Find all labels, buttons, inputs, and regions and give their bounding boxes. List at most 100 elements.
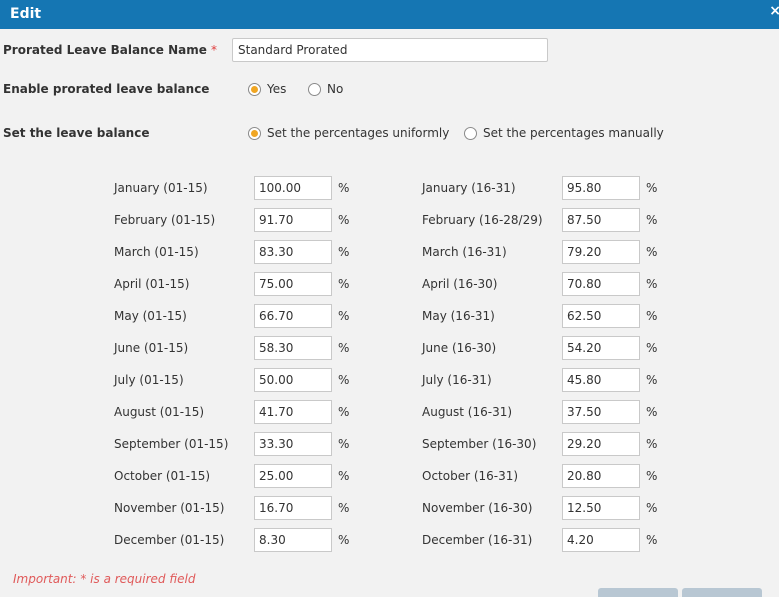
- first-half-percent-input[interactable]: [254, 400, 332, 424]
- percent-sign: %: [646, 277, 658, 291]
- first-half-label: April (01-15): [114, 277, 190, 291]
- percent-sign: %: [646, 437, 658, 451]
- month-row: November (01-15)% November (16-30)%: [0, 496, 779, 520]
- percent-sign: %: [338, 245, 350, 259]
- month-row: July (01-15)% July (16-31)%: [0, 368, 779, 392]
- first-half-percent-input[interactable]: [254, 240, 332, 264]
- first-half-label: July (01-15): [114, 373, 184, 387]
- second-half-percent-input[interactable]: [562, 336, 640, 360]
- first-half-percent-input[interactable]: [254, 304, 332, 328]
- second-half-percent-input[interactable]: [562, 368, 640, 392]
- set-uniform-label: Set the percentages uniformly: [267, 126, 450, 140]
- percent-sign: %: [338, 533, 350, 547]
- first-half-percent-input[interactable]: [254, 464, 332, 488]
- percent-sign: %: [646, 181, 658, 195]
- prorated-name-input[interactable]: [232, 38, 548, 62]
- second-half-percent-input[interactable]: [562, 432, 640, 456]
- percent-sign: %: [338, 277, 350, 291]
- set-uniform-radio[interactable]: Set the percentages uniformly: [248, 126, 449, 140]
- percent-sign: %: [646, 469, 658, 483]
- percent-sign: %: [338, 213, 350, 227]
- first-half-label: January (01-15): [114, 181, 208, 195]
- radio-selected-icon: [248, 126, 261, 140]
- percent-sign: %: [646, 533, 658, 547]
- second-half-label: March (16-31): [422, 245, 507, 259]
- percent-sign: %: [646, 341, 658, 355]
- first-half-percent-input[interactable]: [254, 272, 332, 296]
- required-field-note: Important: * is a required field: [13, 572, 196, 586]
- first-half-percent-input[interactable]: [254, 528, 332, 552]
- second-half-label: July (16-31): [422, 373, 492, 387]
- percent-sign: %: [338, 341, 350, 355]
- first-half-label: December (01-15): [114, 533, 225, 547]
- first-half-percent-input[interactable]: [254, 432, 332, 456]
- month-row: August (01-15)% August (16-31)%: [0, 400, 779, 424]
- enable-no-radio[interactable]: No: [308, 82, 343, 96]
- enable-yes-radio[interactable]: Yes: [248, 82, 286, 96]
- enable-no-label: No: [327, 82, 344, 96]
- second-half-label: April (16-30): [422, 277, 498, 291]
- month-row: April (01-15)% April (16-30)%: [0, 272, 779, 296]
- month-row: January (01-15)% January (16-31)%: [0, 176, 779, 200]
- second-half-percent-input[interactable]: [562, 528, 640, 552]
- save-button[interactable]: [598, 588, 678, 597]
- percent-sign: %: [338, 437, 350, 451]
- second-half-label: May (16-31): [422, 309, 495, 323]
- month-row: September (01-15)% September (16-30)%: [0, 432, 779, 456]
- percent-sign: %: [646, 245, 658, 259]
- second-half-percent-input[interactable]: [562, 272, 640, 296]
- second-half-label: June (16-30): [422, 341, 497, 355]
- dialog-title-bar: Edit ×: [0, 0, 779, 29]
- first-half-label: June (01-15): [114, 341, 189, 355]
- percent-sign: %: [646, 213, 658, 227]
- first-half-label: February (01-15): [114, 213, 216, 227]
- second-half-label: September (16-30): [422, 437, 537, 451]
- set-balance-label: Set the leave balance: [3, 126, 150, 140]
- name-label-text: Prorated Leave Balance Name: [3, 43, 207, 57]
- first-half-label: September (01-15): [114, 437, 229, 451]
- first-half-label: November (01-15): [114, 501, 225, 515]
- second-half-label: August (16-31): [422, 405, 513, 419]
- percent-sign: %: [646, 405, 658, 419]
- radio-unselected-icon: [464, 126, 477, 140]
- percent-sign: %: [338, 501, 350, 515]
- month-row: October (01-15)% October (16-31)%: [0, 464, 779, 488]
- percent-sign: %: [338, 405, 350, 419]
- cancel-button[interactable]: [682, 588, 762, 597]
- enable-label: Enable prorated leave balance: [3, 82, 210, 96]
- second-half-percent-input[interactable]: [562, 240, 640, 264]
- percent-sign: %: [646, 309, 658, 323]
- first-half-label: March (01-15): [114, 245, 199, 259]
- set-manual-radio[interactable]: Set the percentages manually: [464, 126, 664, 140]
- first-half-percent-input[interactable]: [254, 336, 332, 360]
- percent-sign: %: [646, 373, 658, 387]
- second-half-label: October (16-31): [422, 469, 519, 483]
- second-half-label: January (16-31): [422, 181, 516, 195]
- percent-sign: %: [338, 469, 350, 483]
- percent-sign: %: [338, 309, 350, 323]
- second-half-percent-input[interactable]: [562, 400, 640, 424]
- close-icon[interactable]: ×: [769, 3, 779, 19]
- month-row: March (01-15)% March (16-31)%: [0, 240, 779, 264]
- second-half-percent-input[interactable]: [562, 176, 640, 200]
- radio-unselected-icon: [308, 82, 321, 96]
- radio-selected-icon: [248, 82, 261, 96]
- second-half-percent-input[interactable]: [562, 496, 640, 520]
- first-half-percent-input[interactable]: [254, 208, 332, 232]
- second-half-label: November (16-30): [422, 501, 533, 515]
- percent-sign: %: [338, 181, 350, 195]
- first-half-percent-input[interactable]: [254, 176, 332, 200]
- first-half-percent-input[interactable]: [254, 496, 332, 520]
- second-half-label: December (16-31): [422, 533, 533, 547]
- first-half-percent-input[interactable]: [254, 368, 332, 392]
- month-row: June (01-15)% June (16-30)%: [0, 336, 779, 360]
- second-half-percent-input[interactable]: [562, 208, 640, 232]
- first-half-label: August (01-15): [114, 405, 205, 419]
- second-half-percent-input[interactable]: [562, 304, 640, 328]
- set-manual-label: Set the percentages manually: [483, 126, 664, 140]
- second-half-percent-input[interactable]: [562, 464, 640, 488]
- month-row: February (01-15)% February (16-28/29)%: [0, 208, 779, 232]
- month-row: May (01-15)% May (16-31)%: [0, 304, 779, 328]
- name-field-label: Prorated Leave Balance Name *: [3, 43, 217, 57]
- dialog-title: Edit: [10, 6, 42, 22]
